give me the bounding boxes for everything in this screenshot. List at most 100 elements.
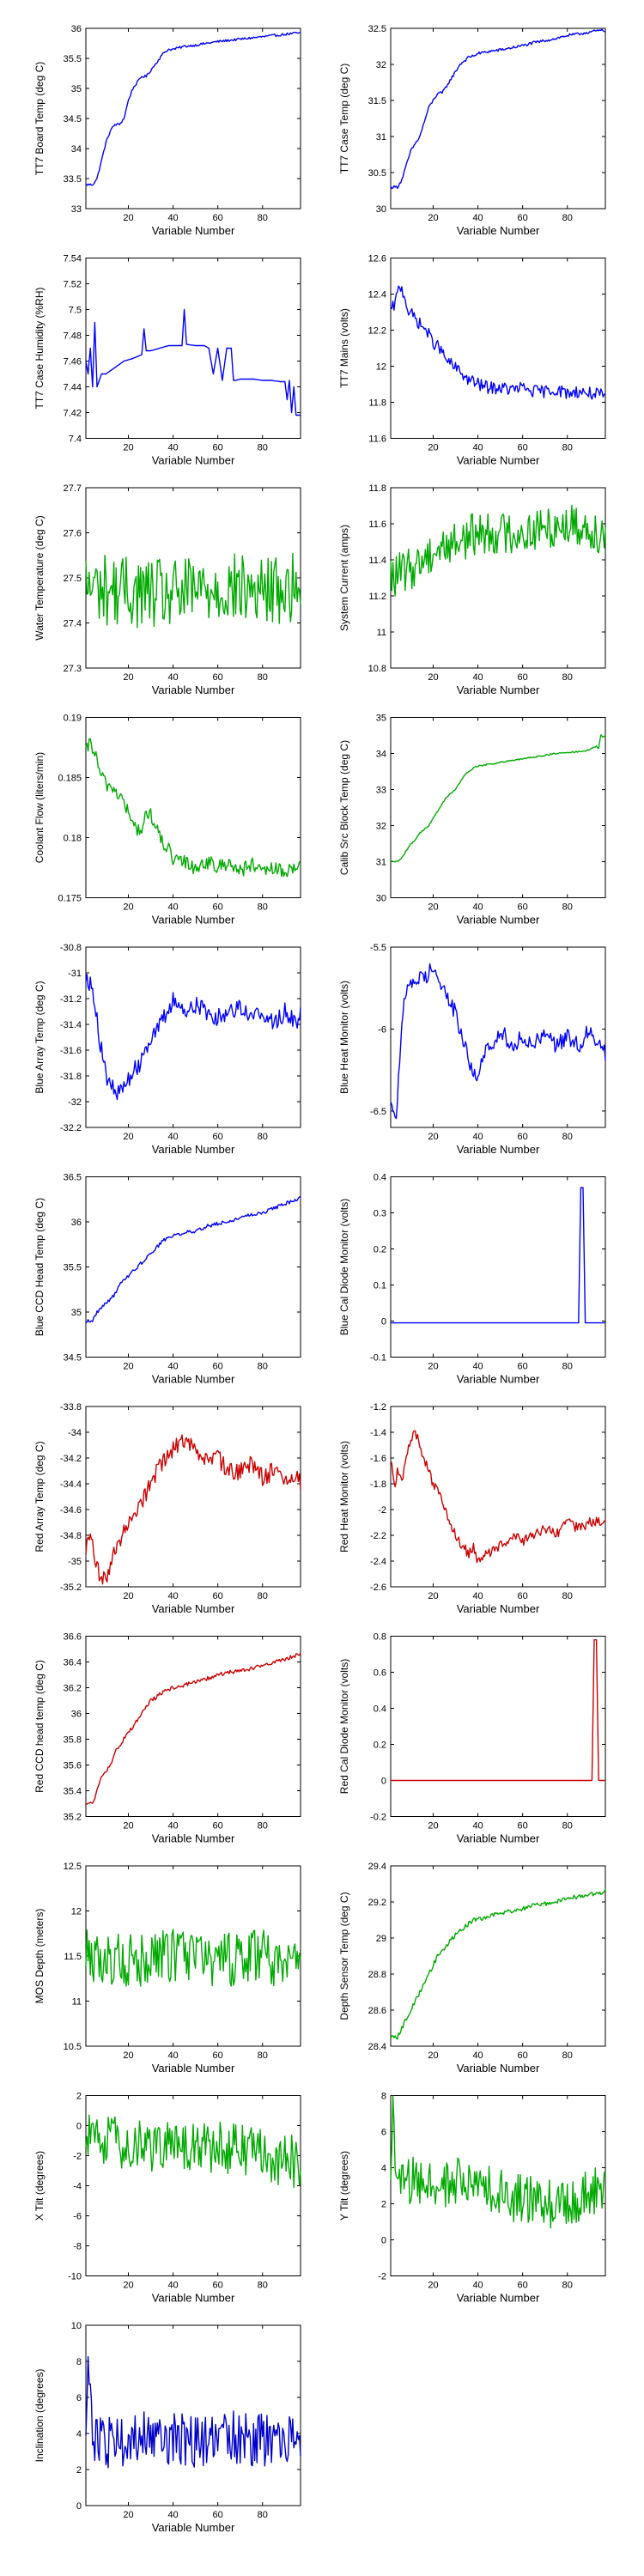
y-tick-label: 7.42 [64,409,82,419]
y-tick-label: 35.5 [64,54,82,64]
x-tick-label: 40 [472,902,483,913]
plot-frame [390,487,606,669]
series-line [390,1430,606,1564]
y-tick-label: -31.8 [60,1072,82,1082]
plot-frame [85,258,301,439]
x-tick-label: 80 [562,902,573,913]
x-tick-label: 40 [472,672,483,683]
y-tick-label: 30.5 [368,168,386,179]
plot-frame [390,27,606,210]
y-tick-label: 6 [76,2393,82,2403]
series-line [390,285,606,400]
x-tick-label: 80 [258,2050,268,2061]
x-tick-label: 60 [213,2281,223,2291]
y-axis-label: Coolant Flow (liters/min) [33,752,46,863]
x-tick-label: 40 [472,213,483,223]
y-axis-label: TT7 Case Temp (deg C) [338,64,350,174]
y-tick-label: 11.6 [368,519,386,530]
x-axis-label: Variable Number [457,1832,540,1845]
x-axis-label: Variable Number [152,1832,235,1845]
x-axis-label: Variable Number [457,2062,540,2075]
x-tick-label: 40 [167,2510,178,2520]
x-tick-label: 60 [518,1591,528,1601]
x-tick-label: 20 [123,672,133,683]
y-tick-label: -2 [378,1505,386,1516]
y-tick-label: 0.185 [58,774,82,784]
y-tick-label: -32 [68,1097,82,1108]
x-tick-label: 20 [428,2050,438,2061]
y-tick-label: 0.8 [374,1632,386,1643]
series-line [390,1888,606,2040]
x-axis-label: Variable Number [457,1143,540,1156]
y-tick-label: 29 [376,1934,386,1944]
x-tick-label: 20 [123,2050,133,2061]
y-axis-label: Red CCD head temp (deg C) [33,1660,46,1793]
y-tick-label: 2 [381,2200,386,2210]
x-tick-label: 40 [167,213,178,223]
x-tick-label: 60 [518,2050,528,2061]
y-tick-label: 10.5 [64,2042,82,2052]
plot-frame [390,1406,606,1588]
series-line [85,32,301,186]
y-tick-label: -33.8 [60,1402,82,1413]
y-tick-label: 27.5 [64,574,82,584]
x-tick-label: 60 [213,672,223,683]
x-tick-label: 80 [562,443,573,453]
chart-p12: 20 40 60 80 -0.1 0 0.1 0.2 0.3 0.4 Variable Number… [338,1173,606,1386]
y-tick-label: -32.2 [60,1123,82,1133]
plot-frame [85,1865,301,2047]
x-axis-label: Variable Number [152,683,235,696]
x-tick-label: 60 [213,2050,223,2061]
x-tick-label: 80 [562,1591,573,1601]
series-line [390,2095,606,2229]
y-tick-label: 6 [381,2128,386,2138]
y-tick-label: 27.3 [64,664,82,674]
y-tick-label: 36.6 [64,1632,82,1643]
x-tick-label: 40 [167,2281,178,2291]
y-tick-label: 11.8 [368,483,386,494]
x-tick-label: 40 [167,1362,178,1372]
y-tick-label: 7.48 [64,331,82,342]
y-tick-label: -6.5 [370,1107,386,1117]
series-line [85,1929,301,1987]
chart-p17: 20 40 60 80 10.5 11 11.5 12 12.5 Variable Number M… [33,1862,301,2075]
x-axis-label: Variable Number [152,1143,235,1156]
y-tick-label: -6 [378,1024,386,1035]
y-tick-label: -4 [73,2182,82,2192]
x-tick-label: 40 [472,443,483,453]
x-tick-label: 40 [472,2281,483,2291]
y-tick-label: 7.46 [64,357,82,368]
chart-p5: 20 40 60 80 27.3 27.4 27.5 27.6 27.7 Variable Num… [33,483,301,696]
y-tick-label: 35.4 [64,1787,82,1797]
y-tick-label: 27.4 [64,619,82,629]
chart-p8: 20 40 60 80 30 31 32 33 34 35 Variable Number Calib… [338,714,606,927]
x-tick-label: 40 [472,1132,483,1142]
chart-p21: 20 40 60 80 0 2 4 6 8 10 Variable Number Inclinatio… [33,2321,301,2534]
y-tick-label: 7.5 [69,306,82,316]
plot-frame [85,1406,301,1588]
chart-p2: 20 40 60 80 30 30.5 31 31.5 32 32.5 Variable Numbe… [338,24,606,237]
x-tick-label: 60 [518,443,528,453]
series-line [85,552,301,629]
y-tick-label: -31.6 [60,1046,82,1056]
y-tick-label: 33.5 [64,174,82,185]
y-tick-label: 35 [71,84,82,94]
y-tick-label: 27.7 [64,483,82,494]
x-tick-label: 60 [518,902,528,913]
plot-frame [390,258,606,439]
x-tick-label: 80 [258,1362,268,1372]
x-axis-label: Variable Number [152,454,235,467]
x-tick-label: 20 [123,902,133,913]
y-tick-label: -31.2 [60,994,82,1005]
x-tick-label: 80 [562,213,573,223]
y-axis-label: Blue Cal Diode Monitor (volts) [338,1199,350,1335]
chart-p19: 20 40 60 80 -10 -8 -6 -4 -2 0 2 Variable Number X Ti… [33,2092,301,2305]
x-tick-label: 40 [472,1821,483,1832]
y-axis-label: MOS Depth (meters) [33,1909,46,2004]
y-tick-label: 10.8 [368,664,386,674]
series-line [391,1187,605,1324]
x-tick-label: 40 [472,2050,483,2061]
y-tick-label: 12.6 [368,254,386,264]
y-tick-label: 36.2 [64,1684,82,1694]
